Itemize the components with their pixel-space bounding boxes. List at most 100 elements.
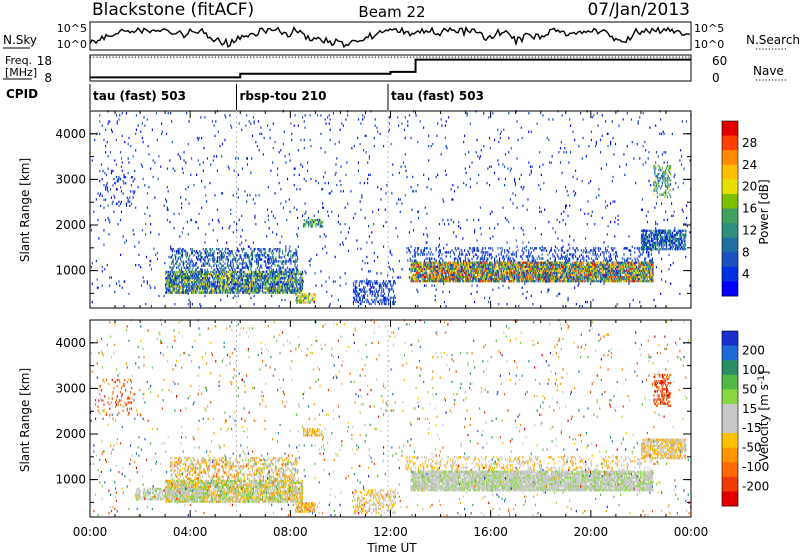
range-cell bbox=[543, 271, 545, 275]
range-cell bbox=[629, 261, 631, 264]
range-cell bbox=[543, 263, 545, 266]
range-cell bbox=[602, 265, 604, 268]
range-cell bbox=[289, 285, 291, 288]
range-cell bbox=[165, 279, 167, 282]
range-cell bbox=[251, 270, 253, 274]
range-cell bbox=[604, 265, 606, 268]
range-cell bbox=[624, 261, 626, 264]
range-cell bbox=[572, 273, 574, 277]
range-cell bbox=[572, 265, 574, 268]
range-cell bbox=[651, 261, 653, 264]
range-cell bbox=[242, 291, 244, 294]
range-cell bbox=[439, 280, 441, 283]
range-cell bbox=[632, 271, 634, 275]
range-cell bbox=[587, 271, 589, 275]
range-cell bbox=[304, 293, 306, 296]
range-cell bbox=[566, 280, 568, 283]
range-cell bbox=[484, 273, 486, 277]
range-cell bbox=[468, 263, 470, 266]
range-cell bbox=[260, 274, 262, 278]
range-cell bbox=[262, 274, 264, 278]
range-cell bbox=[245, 272, 247, 276]
range-cell bbox=[536, 280, 538, 283]
range-cell bbox=[594, 253, 596, 256]
range-cell bbox=[166, 287, 168, 290]
range-cell bbox=[575, 265, 577, 268]
range-cell bbox=[246, 252, 248, 255]
range-cell bbox=[299, 293, 301, 296]
range-cell bbox=[460, 253, 462, 256]
range-cell bbox=[554, 257, 557, 260]
range-cell bbox=[596, 253, 598, 256]
range-cell bbox=[543, 280, 545, 283]
range-cell bbox=[299, 291, 301, 294]
range-cell bbox=[322, 221, 324, 224]
range-cell bbox=[229, 268, 231, 271]
range-cell bbox=[250, 266, 252, 269]
range-cell bbox=[231, 250, 233, 253]
range-cell bbox=[474, 267, 476, 270]
range-cell bbox=[261, 252, 263, 255]
range-cell bbox=[189, 289, 191, 292]
range-cell bbox=[639, 277, 641, 281]
range-cell bbox=[524, 280, 527, 283]
range-cell bbox=[261, 250, 263, 253]
range-cell bbox=[444, 277, 446, 281]
range-cell bbox=[514, 277, 517, 281]
range-cell bbox=[528, 253, 530, 256]
range-cell bbox=[468, 261, 470, 264]
range-cell bbox=[224, 268, 226, 271]
range-cell bbox=[199, 272, 201, 276]
range-cell bbox=[592, 280, 594, 283]
range-cell bbox=[548, 265, 550, 268]
range-cell bbox=[168, 283, 170, 286]
range-cell bbox=[221, 283, 224, 286]
range-cell bbox=[638, 267, 640, 270]
range-cell bbox=[511, 275, 513, 279]
range-cell bbox=[221, 266, 223, 269]
range-cell bbox=[184, 283, 186, 286]
range-cell bbox=[292, 287, 294, 290]
range-cell bbox=[569, 261, 571, 264]
range-cell bbox=[300, 281, 302, 284]
range-cell bbox=[295, 258, 297, 261]
range-cell bbox=[552, 275, 554, 279]
range-cell bbox=[214, 268, 216, 271]
range-cell bbox=[239, 268, 241, 271]
range-cell bbox=[504, 280, 507, 283]
range-cell bbox=[570, 280, 572, 283]
range-cell bbox=[288, 285, 290, 288]
range-cell bbox=[191, 287, 193, 290]
range-cell bbox=[605, 265, 607, 268]
range-cell bbox=[182, 248, 184, 251]
range-cell bbox=[246, 272, 249, 276]
range-cell bbox=[272, 289, 274, 292]
range-cell bbox=[218, 270, 220, 274]
range-cell bbox=[306, 221, 308, 224]
range-cell bbox=[582, 275, 584, 279]
range-cell bbox=[514, 253, 516, 256]
range-cell bbox=[429, 253, 431, 256]
range-cell bbox=[221, 270, 224, 274]
range-cell bbox=[174, 272, 176, 276]
range-cell bbox=[608, 265, 610, 268]
range-cell bbox=[528, 275, 530, 279]
range-cell bbox=[647, 275, 649, 279]
range-cell bbox=[298, 301, 300, 304]
range-cell bbox=[409, 251, 411, 254]
range-cell bbox=[468, 267, 470, 270]
range-cell bbox=[598, 277, 600, 281]
range-cell bbox=[541, 261, 543, 264]
range-cell bbox=[545, 269, 547, 273]
range-cell bbox=[277, 270, 279, 274]
range-cell bbox=[448, 269, 450, 273]
range-cell bbox=[516, 271, 518, 275]
range-cell bbox=[514, 261, 517, 264]
range-cell bbox=[541, 267, 543, 270]
range-cell bbox=[189, 266, 191, 269]
range-cell bbox=[460, 277, 462, 281]
range-cell bbox=[226, 277, 228, 280]
range-cell bbox=[489, 271, 491, 275]
range-cell bbox=[197, 256, 199, 259]
range-cell bbox=[211, 291, 213, 294]
